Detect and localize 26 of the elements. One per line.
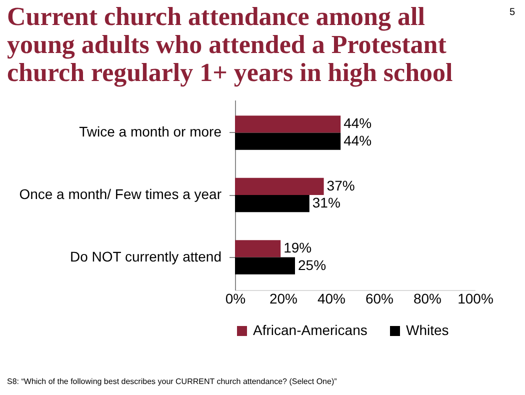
y-tick-label: Do NOT currently attend bbox=[70, 248, 222, 264]
data-label: 37% bbox=[326, 177, 355, 194]
chart-title: Current church attendance among all young adults who attended a Protestant church regularly 1+ years in high school bbox=[7, 2, 453, 87]
data-label: 31% bbox=[312, 194, 340, 211]
bar bbox=[235, 240, 281, 258]
text: 5 bbox=[509, 7, 516, 18]
data-label: 44% bbox=[344, 115, 372, 132]
data-label: 19% bbox=[284, 240, 312, 256]
x-tick-label: 0% bbox=[225, 290, 246, 306]
bar bbox=[235, 195, 310, 212]
x-tick-label: 40% bbox=[317, 290, 346, 306]
y-tick-label: Once a month/ Few times a year bbox=[19, 186, 222, 202]
text: S8: “Which of the following best describes your CURRENT church attendance? (Select One)” bbox=[7, 377, 338, 386]
legend-label: African-Americans bbox=[253, 322, 368, 338]
bar bbox=[235, 178, 324, 195]
data-label: 44% bbox=[344, 132, 372, 148]
y-tick-label: Twice a month or more bbox=[79, 124, 222, 140]
bar bbox=[235, 132, 341, 150]
x-tick-label: 80% bbox=[413, 290, 442, 306]
x-tick-label: 60% bbox=[365, 290, 394, 306]
x-tick-label: 100% bbox=[458, 290, 494, 306]
data-label: 25% bbox=[298, 256, 326, 273]
bar bbox=[235, 116, 341, 133]
bar bbox=[235, 257, 295, 274]
x-tick-label: 20% bbox=[269, 290, 298, 306]
legend-label: Whites bbox=[406, 322, 449, 338]
